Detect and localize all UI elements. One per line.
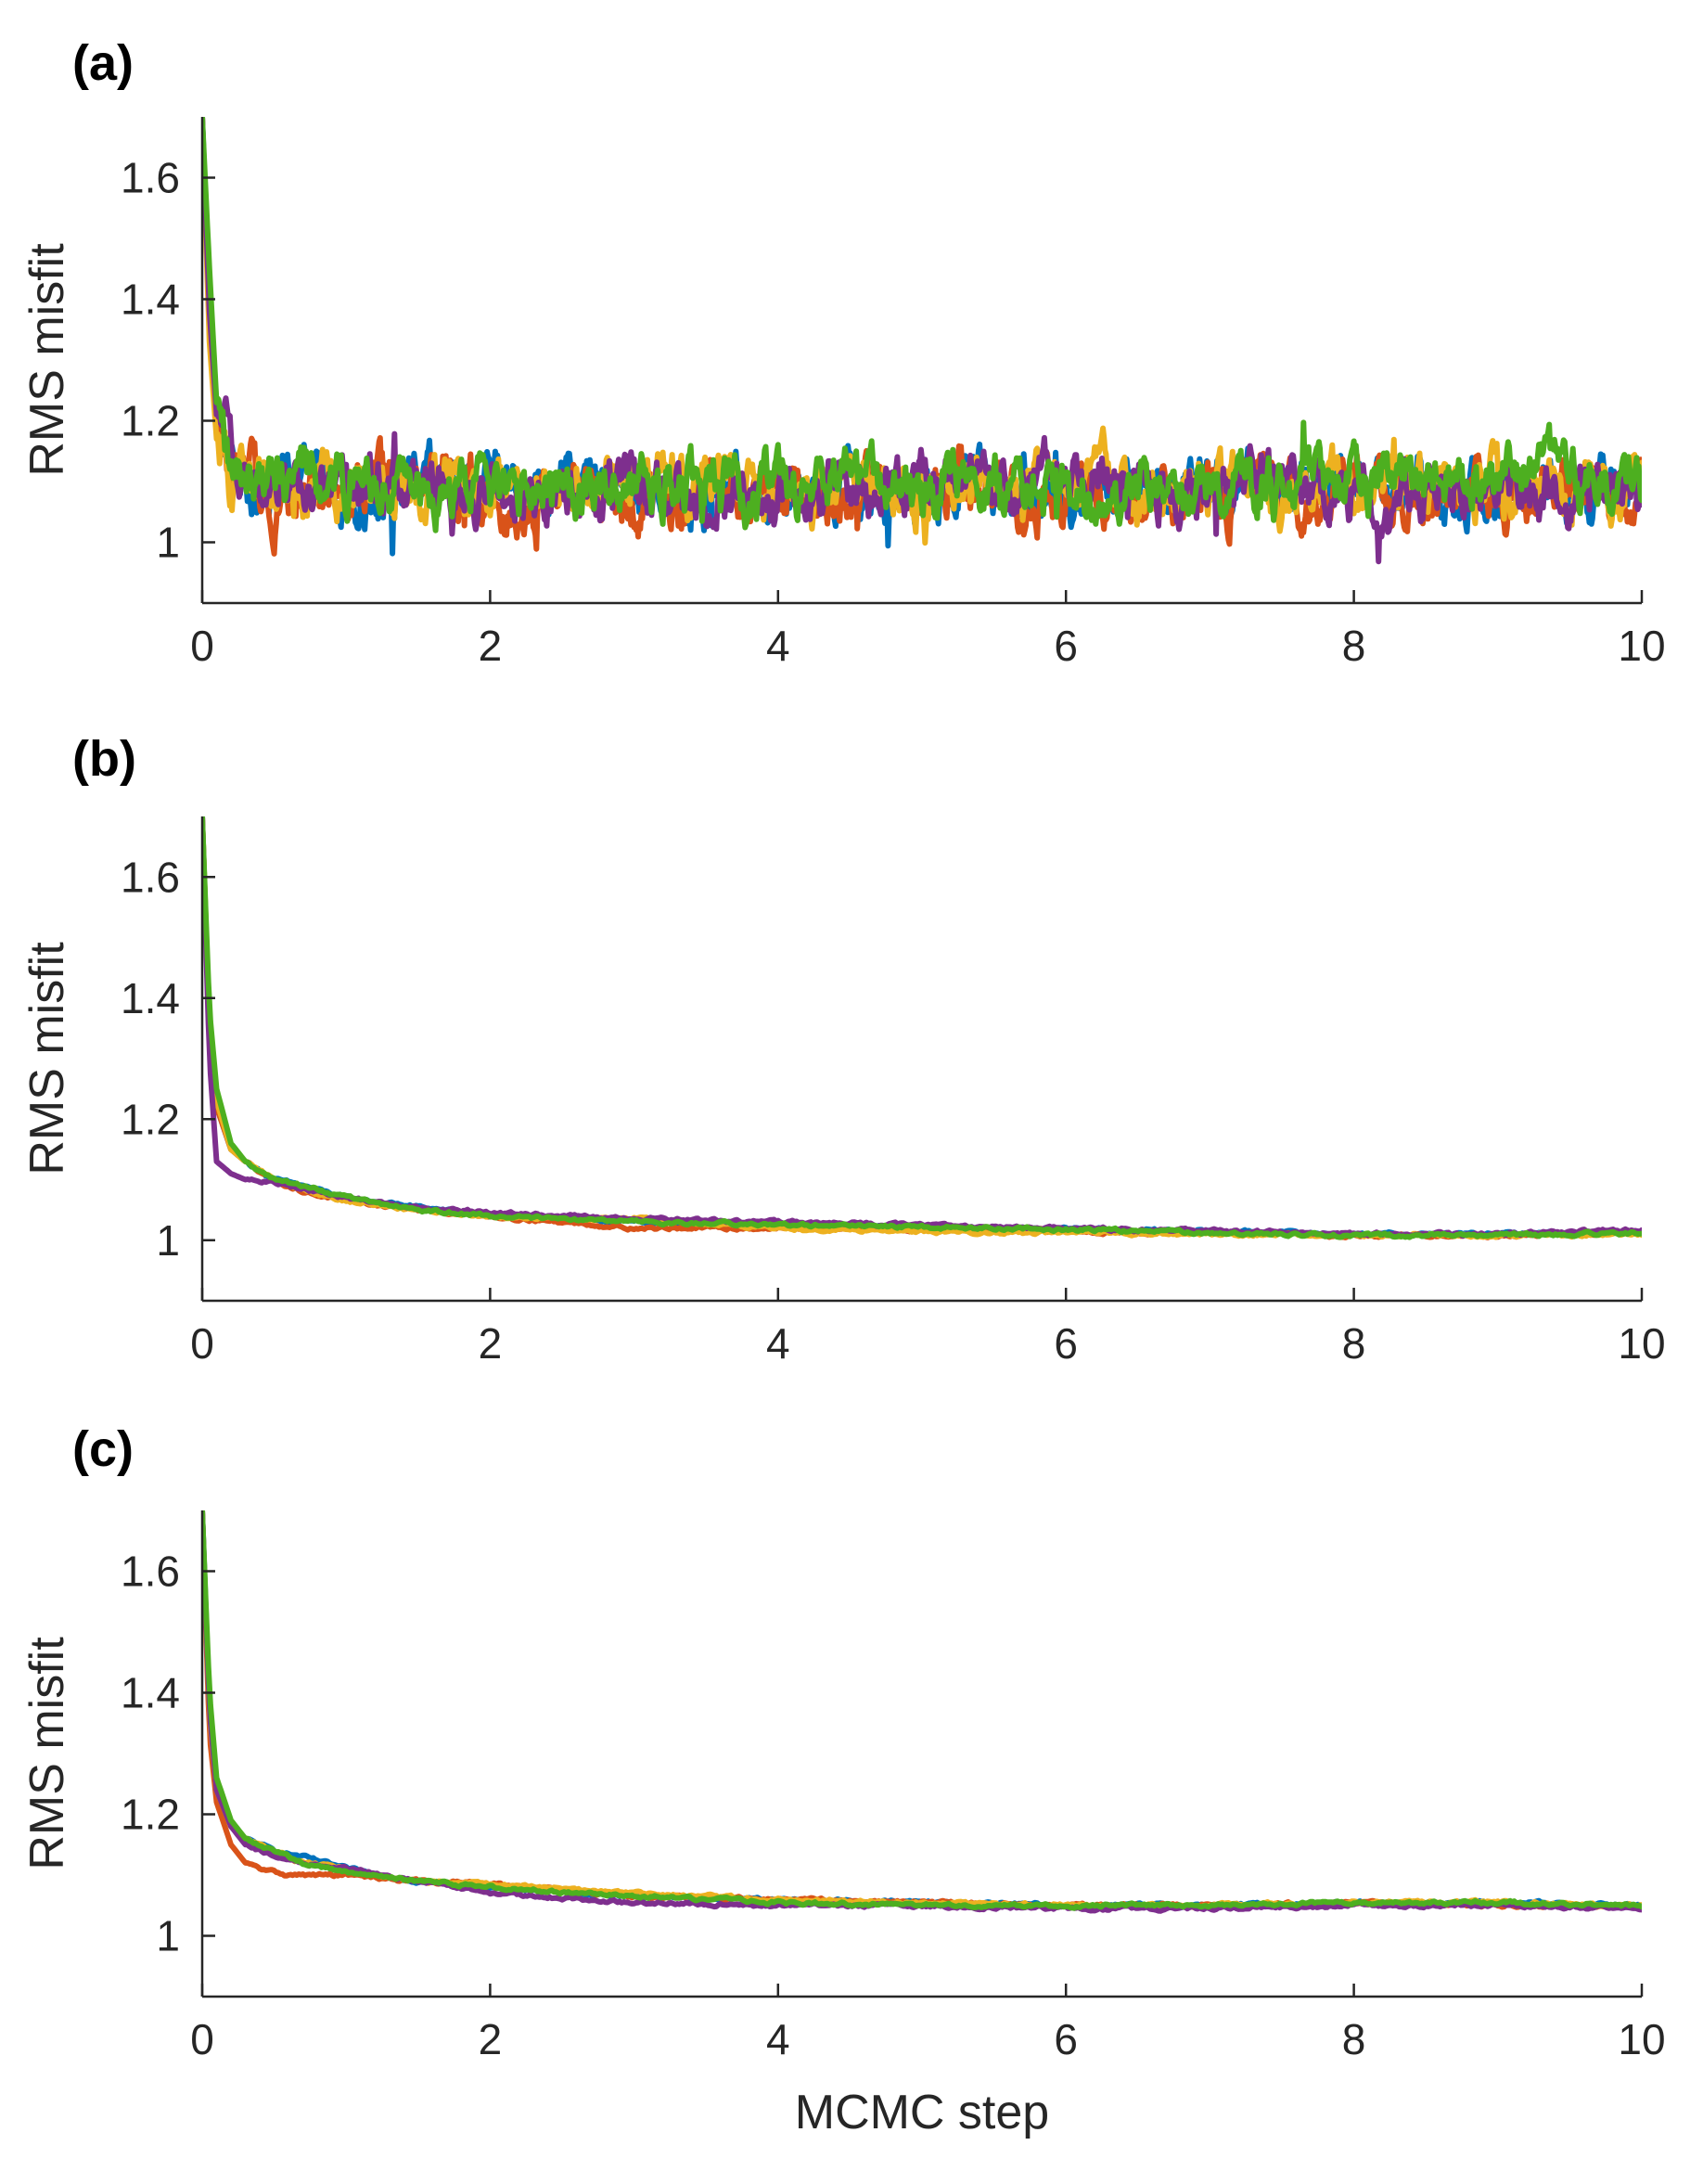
y-axis-label: RMS misfit [20, 243, 74, 477]
x-tick-label: 0 [190, 2015, 214, 2063]
series-line-1 [202, 816, 1642, 1240]
x-tick-label: 4 [766, 622, 790, 670]
x-tick-label: 10 [1618, 1319, 1665, 1368]
y-tick-label: 1.2 [121, 1791, 180, 1839]
y-tick-label: 1.4 [121, 1669, 180, 1717]
y-axis-label: RMS misfit [20, 942, 74, 1176]
x-tick-label: 2 [479, 622, 503, 670]
y-tick-label: 1.2 [121, 397, 180, 445]
x-tick-label: 8 [1342, 622, 1366, 670]
series-line-2 [202, 1510, 1642, 1911]
series-line-5 [202, 1510, 1642, 1911]
panel-label: (b) [72, 731, 136, 787]
series-line-3 [202, 816, 1642, 1240]
y-axis-label: RMS misfit [20, 1637, 74, 1870]
x-tick-label: 2 [479, 1319, 503, 1368]
x-tick-label: 4 [766, 1319, 790, 1368]
series-group [202, 1510, 1642, 1914]
y-tick-label: 1 [156, 519, 180, 567]
y-tick-label: 1.6 [121, 154, 180, 202]
x-tick-label: 8 [1342, 2015, 1366, 2063]
x-tick-label: 0 [190, 622, 214, 670]
y-tick-label: 1.6 [121, 853, 180, 901]
x-tick-label: 6 [1054, 1319, 1078, 1368]
x-tick-label: 10 [1618, 2015, 1665, 2063]
panel-a: 0 2 4 6 8 10 1 1.2 1.4 1.6 RMS misfit (a) [20, 35, 1666, 670]
y-tick-label: 1.4 [121, 276, 180, 324]
series-line-3 [202, 1510, 1642, 1910]
y-tick-label: 1 [156, 1912, 180, 1960]
series-group [202, 117, 1642, 565]
series-group [202, 816, 1642, 1240]
x-tick-label: 2 [479, 2015, 503, 2063]
panel-b: 0 2 4 6 8 10 1 1.2 1.4 1.6 RMS misfit (b) [20, 731, 1666, 1368]
y-tick-label: 1 [156, 1216, 180, 1265]
x-tick-label: 0 [190, 1319, 214, 1368]
x-tick-label: 6 [1054, 2015, 1078, 2063]
panel-label: (c) [72, 1421, 134, 1477]
series-line-4 [202, 816, 1642, 1240]
series-line-1 [202, 1510, 1642, 1911]
series-line-5 [202, 816, 1642, 1240]
series-line-5 [202, 117, 1642, 533]
series-line-2 [202, 816, 1642, 1240]
x-tick-label: 6 [1054, 622, 1078, 670]
y-tick-label: 1.2 [121, 1095, 180, 1143]
y-tick-label: 1.4 [121, 974, 180, 1022]
panel-c: 0 2 4 6 8 10 1 1.2 1.4 1.6 RMS misfit MCMC step (c) [20, 1421, 1666, 2139]
x-tick-label: 4 [766, 2015, 790, 2063]
x-tick-label: 10 [1618, 622, 1665, 670]
y-tick-label: 1.6 [121, 1548, 180, 1596]
panel-label: (a) [72, 35, 134, 91]
x-tick-label: 8 [1342, 1319, 1366, 1368]
x-axis-label: MCMC step [795, 2086, 1049, 2139]
series-line-4 [202, 1510, 1642, 1914]
